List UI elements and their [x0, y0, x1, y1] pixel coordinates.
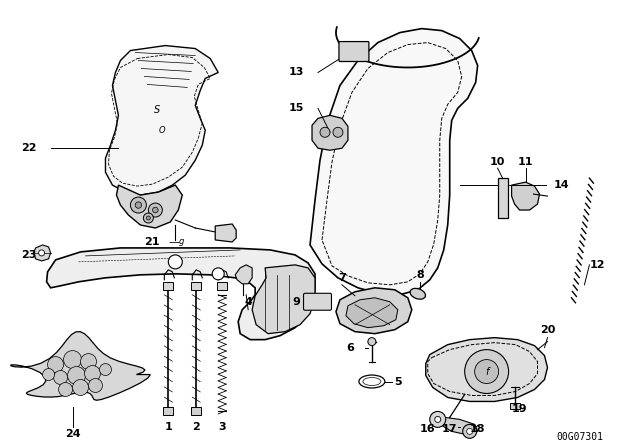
Text: f: f	[485, 366, 488, 376]
Circle shape	[54, 370, 68, 384]
Text: 13: 13	[289, 68, 304, 78]
Polygon shape	[116, 185, 182, 228]
Polygon shape	[11, 332, 150, 400]
Text: 2: 2	[193, 422, 200, 432]
Circle shape	[47, 357, 63, 373]
Text: g: g	[179, 237, 184, 246]
Text: 00G07301: 00G07301	[556, 432, 603, 442]
Bar	[217, 282, 227, 290]
Bar	[163, 282, 173, 290]
Text: 22: 22	[21, 143, 36, 153]
Circle shape	[68, 366, 86, 384]
Circle shape	[430, 411, 445, 427]
Polygon shape	[312, 115, 348, 150]
Text: 1: 1	[164, 422, 172, 432]
Polygon shape	[215, 224, 236, 242]
Circle shape	[467, 428, 473, 435]
Text: —: —	[168, 237, 179, 247]
Bar	[191, 407, 201, 415]
Polygon shape	[47, 248, 315, 340]
Text: 15: 15	[289, 103, 304, 113]
Polygon shape	[252, 265, 315, 334]
Circle shape	[168, 255, 182, 269]
Bar	[509, 404, 520, 409]
Circle shape	[99, 364, 111, 375]
Text: 11: 11	[518, 157, 533, 167]
Circle shape	[147, 216, 150, 220]
Text: 16: 16	[420, 424, 436, 435]
Text: 23: 23	[21, 250, 36, 260]
Circle shape	[465, 349, 509, 393]
Polygon shape	[426, 338, 547, 401]
Text: 7: 7	[338, 273, 346, 283]
Circle shape	[88, 379, 102, 392]
Ellipse shape	[410, 289, 426, 299]
Text: 18: 18	[470, 424, 485, 435]
Polygon shape	[34, 245, 51, 261]
Text: 5: 5	[394, 376, 402, 387]
Circle shape	[72, 379, 88, 396]
Text: 8: 8	[416, 270, 424, 280]
Text: 12: 12	[589, 260, 605, 270]
Circle shape	[84, 366, 100, 382]
Circle shape	[81, 353, 97, 370]
Text: 9: 9	[292, 297, 300, 307]
Text: S: S	[154, 105, 161, 115]
Circle shape	[320, 127, 330, 137]
Text: 14: 14	[554, 180, 570, 190]
Circle shape	[135, 202, 141, 208]
Polygon shape	[336, 288, 412, 334]
Circle shape	[475, 360, 499, 383]
Text: 10: 10	[490, 157, 506, 167]
Circle shape	[43, 369, 54, 380]
Circle shape	[38, 250, 45, 256]
Bar	[163, 407, 173, 415]
Polygon shape	[442, 418, 477, 435]
Text: 3: 3	[218, 422, 226, 432]
Bar	[191, 282, 201, 290]
Text: 17: 17	[442, 424, 458, 435]
Text: 21: 21	[145, 237, 160, 247]
Polygon shape	[511, 182, 540, 210]
Circle shape	[143, 213, 154, 223]
Text: 19: 19	[512, 405, 527, 414]
Circle shape	[59, 383, 72, 396]
Circle shape	[63, 351, 81, 369]
Circle shape	[131, 197, 147, 213]
Text: 24: 24	[65, 429, 81, 439]
Circle shape	[463, 424, 477, 438]
Text: 6: 6	[346, 343, 354, 353]
Text: 20: 20	[540, 325, 555, 335]
Bar	[498, 178, 508, 218]
Text: 4: 4	[244, 297, 252, 307]
Circle shape	[148, 203, 163, 217]
Text: O: O	[159, 126, 166, 135]
Polygon shape	[106, 46, 218, 195]
Polygon shape	[235, 265, 252, 284]
Circle shape	[435, 416, 441, 422]
FancyBboxPatch shape	[303, 293, 332, 310]
Polygon shape	[346, 298, 398, 327]
FancyBboxPatch shape	[339, 42, 369, 61]
Circle shape	[152, 207, 158, 213]
Circle shape	[212, 268, 224, 280]
Polygon shape	[310, 29, 477, 295]
Ellipse shape	[359, 375, 385, 388]
Circle shape	[333, 127, 343, 137]
Circle shape	[368, 338, 376, 345]
Ellipse shape	[363, 378, 381, 385]
